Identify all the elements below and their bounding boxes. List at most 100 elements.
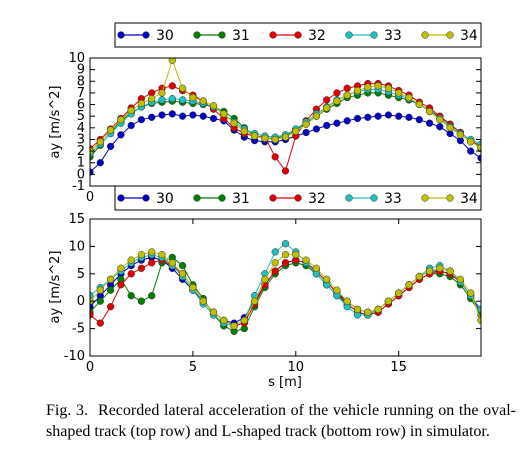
bottom-legend-marker-33 <box>345 194 353 202</box>
bottom-legend-marker-30 <box>117 194 125 202</box>
top-series-30-point <box>395 112 403 120</box>
top-series-30-point <box>467 147 475 155</box>
top-legend-marker-30 <box>142 31 150 39</box>
top-series-34-point <box>96 138 104 146</box>
top-series-30-point <box>199 112 207 120</box>
bottom-series-34-point <box>189 283 197 292</box>
bottom-series-32-point <box>117 281 125 289</box>
top-series-34-point <box>271 135 279 144</box>
bottom-series-34-point <box>384 297 393 305</box>
top-legend-marker-34 <box>421 31 429 39</box>
bottom-series-34-point <box>261 275 269 283</box>
bottom-series-34-point <box>178 270 187 278</box>
top-ytick-label: 4 <box>77 121 85 136</box>
bottom-series-34-point <box>477 316 481 325</box>
top-series-30-point <box>436 123 444 131</box>
bottom-series-34-point <box>415 272 423 281</box>
bottom-series-34-point <box>302 256 310 264</box>
bottom-ytick-label: 0 <box>77 294 85 309</box>
top-series-32-line <box>90 83 481 173</box>
top-legend-label-31: 31 <box>232 28 250 44</box>
bottom-series-34-point <box>456 275 465 283</box>
bottom-legend-label-31: 31 <box>232 191 250 207</box>
bottom-series-34-point <box>137 250 146 259</box>
top-series-30-point <box>189 111 197 119</box>
top-series-32-point <box>343 84 351 92</box>
bottom-series-33-point <box>90 292 94 300</box>
bottom-legend-marker-31 <box>193 194 201 202</box>
top-series-30-point <box>302 128 310 137</box>
top-series-34-point <box>240 127 248 135</box>
top-ytick-label: 9 <box>77 63 85 78</box>
top-series-32-point <box>281 167 290 175</box>
bottom-xtick-label: 5 <box>189 360 197 375</box>
top-series-30-point <box>415 116 423 124</box>
bottom-series-31-point <box>137 297 146 305</box>
top-series-34-point <box>467 138 475 146</box>
top-series-30-point <box>148 113 156 121</box>
bottom-series-34-point <box>333 286 341 294</box>
bottom-legend-marker-30 <box>142 194 150 202</box>
top-series-30-point <box>178 112 187 120</box>
top-legend-label-30: 30 <box>156 28 174 44</box>
top-series-34-point <box>148 95 156 103</box>
bottom-series-34-point <box>425 267 434 275</box>
bottom-series-33-point <box>281 240 290 248</box>
bottom-legend-marker-34 <box>421 194 429 202</box>
top-legend-label-34: 34 <box>460 28 478 44</box>
top-series-34-point <box>199 97 207 105</box>
top-series-34-point <box>405 93 413 102</box>
bottom-series-34-point <box>323 275 331 283</box>
top-series-34-point <box>281 133 290 141</box>
caption-label: Fig. 3. <box>46 402 89 419</box>
top-legend-marker-30 <box>117 31 125 39</box>
bottom-series-33-point <box>271 248 279 256</box>
bottom-series-34-point <box>199 297 207 305</box>
bottom-series-34-point <box>292 250 300 259</box>
bottom-series-32-point <box>96 319 104 327</box>
bottom-series-34-point <box>281 250 290 259</box>
bottom-series-33-point <box>477 305 481 314</box>
top-series-30-point <box>353 114 362 123</box>
top-legend-label-33: 33 <box>384 28 402 44</box>
bottom-series-32-point <box>271 267 279 275</box>
top-series-34-point <box>106 126 115 134</box>
bottom-xtick-label: 0 <box>86 360 94 375</box>
top-ytick-label: 1 <box>77 156 85 171</box>
top-series-32-point <box>323 96 331 104</box>
bottom-series-31-point <box>106 286 115 294</box>
top-series-34-point <box>353 86 362 95</box>
bottom-ylabel: ay [m/s^2] <box>48 251 63 324</box>
bottom-ytick-label: -10 <box>64 349 85 364</box>
bottom-series-34-point <box>436 264 444 272</box>
top-series-34-point <box>343 91 351 99</box>
top-series-30-point <box>343 117 351 125</box>
top-series-30-point <box>158 111 166 119</box>
bottom-xtick-label: 15 <box>390 360 407 375</box>
top-series-34-point <box>323 104 331 112</box>
top-series-32-point <box>168 82 176 90</box>
bottom-series-34-point <box>240 316 248 325</box>
bottom-legend: 30 31 32 33 34 <box>114 185 482 211</box>
bottom-series-31-point <box>127 292 135 300</box>
bottom-legend-marker-32 <box>294 194 302 202</box>
top-series-30-point <box>333 119 341 127</box>
top-series-30-point <box>312 125 321 133</box>
top-ylabel: ay [m/s^2] <box>48 86 63 159</box>
bottom-plot-frame <box>89 218 482 357</box>
bottom-series-31-point <box>96 297 104 305</box>
top-ytick-label: 6 <box>77 98 85 113</box>
bottom-series-34-point <box>405 281 413 289</box>
top-xtick-label: 0 <box>86 190 94 205</box>
figure-caption: Fig. 3. Recorded lateral acceleration of … <box>46 400 516 442</box>
top-legend-marker-32 <box>269 31 277 39</box>
bottom-series-34-point <box>353 305 362 314</box>
top-legend-label-32: 32 <box>308 28 326 44</box>
bottom-series-34-point <box>220 316 228 325</box>
bottom-ytick-label: 10 <box>68 239 85 254</box>
top-series-34-point <box>137 99 146 108</box>
top-legend-marker-33 <box>370 31 378 39</box>
bottom-series-34-point <box>467 289 475 297</box>
